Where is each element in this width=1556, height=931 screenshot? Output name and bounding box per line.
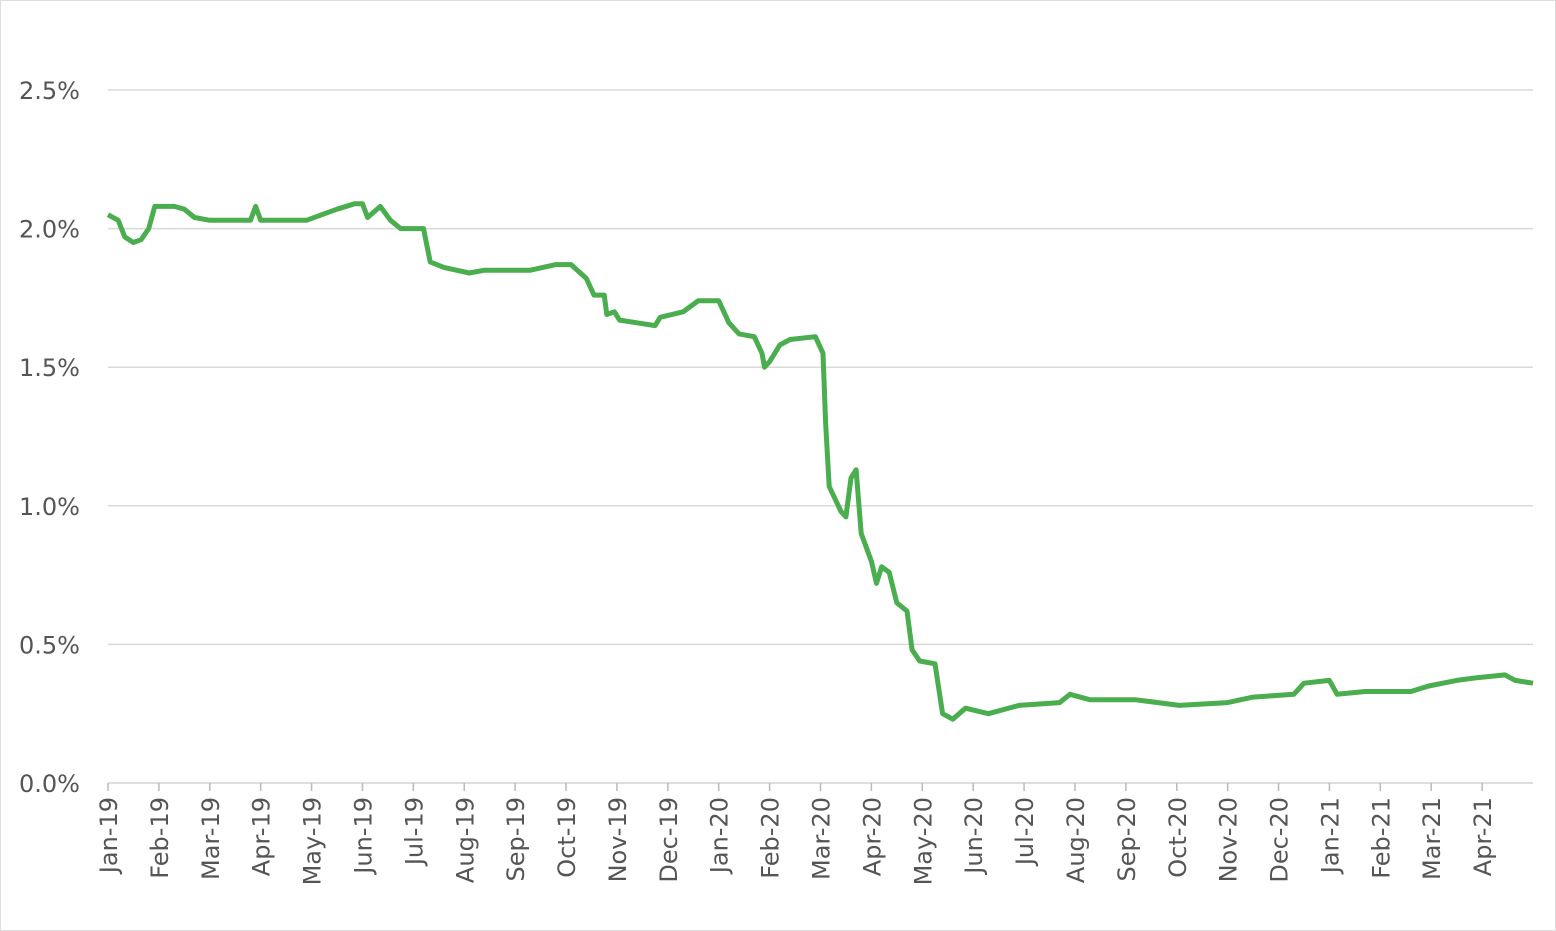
x-tick-label: Dec-19 <box>655 797 683 883</box>
y-tick-label: 0.5% <box>19 631 80 659</box>
x-tick-label: Sep-19 <box>502 797 530 881</box>
x-tick-label: Dec-20 <box>1266 797 1294 883</box>
x-tick-label: Mar-20 <box>808 797 836 880</box>
x-tick-label: Apr-19 <box>248 797 276 876</box>
x-tick-label: Mar-19 <box>197 797 225 880</box>
x-tick-label: Feb-19 <box>146 797 174 879</box>
x-tick-label: Jan-19 <box>95 797 123 875</box>
x-tick-label: Oct-19 <box>553 797 581 878</box>
x-tick-label: Jul-20 <box>1011 797 1039 867</box>
x-tick-label: Jan-21 <box>1316 797 1344 875</box>
x-tick-label: Jun-20 <box>960 797 988 876</box>
x-tick-label: Oct-20 <box>1164 797 1192 878</box>
x-tick-label: Jun-19 <box>349 797 377 876</box>
x-tick-label: Sep-20 <box>1113 797 1141 881</box>
y-tick-label: 0.0% <box>19 770 80 798</box>
x-tick-label: Nov-20 <box>1215 797 1243 882</box>
x-tick-label: Jul-19 <box>400 797 428 867</box>
y-tick-label: 2.5% <box>19 77 80 105</box>
y-tick-label: 2.0% <box>19 216 80 244</box>
y-tick-label: 1.5% <box>19 354 80 382</box>
x-tick-label: Aug-20 <box>1062 797 1090 883</box>
line <box>106 201 1534 722</box>
x-tick-label: Mar-21 <box>1418 797 1446 880</box>
x-tick-label: May-20 <box>909 797 937 885</box>
x-tick-label: Apr-21 <box>1469 797 1497 876</box>
x-tick-label: Jan-20 <box>706 797 734 875</box>
y-tick-label: 1.0% <box>19 493 80 521</box>
x-tick-label: Apr-20 <box>858 797 886 876</box>
x-tick-label: Aug-19 <box>451 797 479 883</box>
x-tick-label: Feb-21 <box>1367 797 1395 879</box>
x-tick-label: Nov-19 <box>604 797 632 882</box>
x-tick-label: Feb-20 <box>757 797 785 879</box>
x-tick-label: May-19 <box>299 797 327 885</box>
